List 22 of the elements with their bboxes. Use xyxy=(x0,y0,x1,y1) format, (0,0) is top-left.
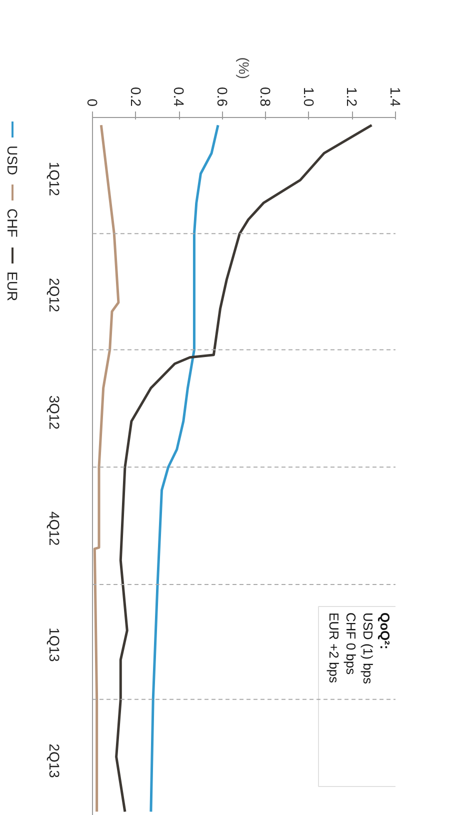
y-tick-label: 2Q12 xyxy=(46,278,62,312)
annotation: QoQ²: xyxy=(378,612,392,650)
y-tick-label: 3Q12 xyxy=(46,395,62,430)
x-tick-label: 0.8 xyxy=(258,87,274,107)
y-tick-label: 1Q13 xyxy=(46,628,62,662)
x-tick-label: 0.2 xyxy=(128,87,144,107)
y-tick-label: 1Q12 xyxy=(46,162,62,196)
x-tick-label: 0 xyxy=(84,98,100,107)
annotation: CHF 0 bps xyxy=(344,612,358,676)
x-tick-label: 1.0 xyxy=(300,87,317,107)
annotation: USD (1) bps xyxy=(360,612,376,685)
annotation: EUR +2 bps xyxy=(326,612,342,684)
x-tick-label: 0.6 xyxy=(214,87,230,107)
chart-title: (%) xyxy=(236,57,252,80)
legend-label: CHF xyxy=(4,208,20,238)
y-tick-label: 4Q12 xyxy=(46,511,62,546)
legend-label: EUR xyxy=(4,272,20,302)
y-tick-label: 2Q13 xyxy=(46,744,62,778)
x-tick-label: 1.2 xyxy=(344,87,360,107)
x-tick-label: 0.4 xyxy=(171,87,188,107)
x-tick-label: 1.4 xyxy=(388,87,404,107)
legend-label: USD xyxy=(4,146,20,176)
